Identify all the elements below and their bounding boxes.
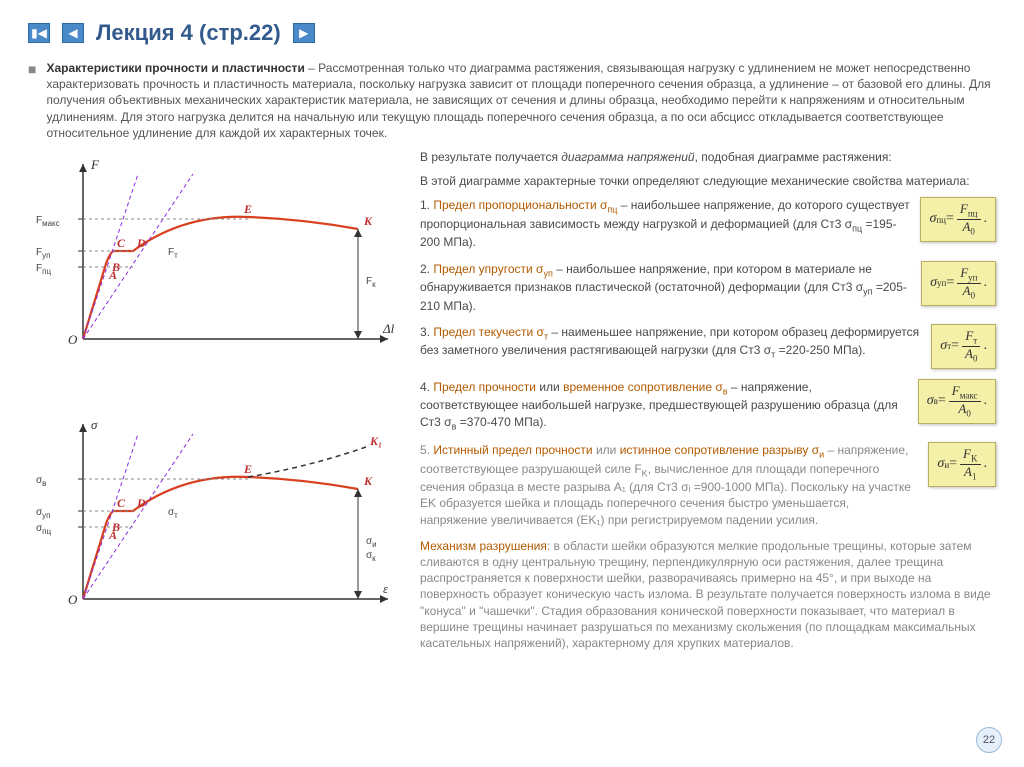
svg-text:σуп: σуп (36, 507, 51, 520)
svg-text:C: C (117, 236, 126, 250)
mechanism-block: Механизм разрушения: в области шейки обр… (420, 538, 996, 651)
svg-text:K: K (363, 474, 373, 488)
svg-text:E: E (243, 462, 252, 476)
svg-text:O: O (68, 592, 78, 607)
formula-box: σпц = FпцA0 . (920, 197, 996, 242)
intro-bold: Характеристики прочности и пластичности (46, 61, 304, 75)
nav-prev-icon[interactable]: ◀ (62, 23, 84, 43)
svg-text:K₁: K₁ (369, 434, 382, 448)
formula-box: σи = FKA1 . (928, 442, 996, 487)
subline: В этой диаграмме характерные точки опред… (420, 173, 996, 189)
stress-strain-diagram-sigma: σεOσвσупσпцσтσиσкK₁ABCDEK (28, 409, 408, 619)
svg-text:Δl: Δl (382, 321, 395, 336)
svg-text:E: E (243, 202, 252, 216)
svg-text:σи: σи (366, 536, 377, 549)
formula-box: σв = FмаксA0 . (918, 379, 996, 424)
svg-text:K: K (363, 214, 373, 228)
svg-text:D: D (136, 236, 146, 250)
svg-text:σт: σт (168, 507, 178, 520)
svg-text:F: F (90, 157, 100, 172)
svg-text:B: B (111, 260, 120, 274)
svg-text:σпц: σпц (36, 523, 52, 536)
result-line: В результате получается диаграмма напряж… (420, 149, 996, 165)
nav-first-icon[interactable]: ▮◀ (28, 23, 50, 43)
definition-row: 3. Предел текучести σт – наименьшее напр… (420, 324, 996, 369)
definition-row: 4. Предел прочности или временное сопрот… (420, 379, 996, 432)
svg-text:ε: ε (383, 581, 389, 596)
formula-box: σуп = FупA0 . (921, 261, 996, 306)
svg-text:D: D (136, 496, 146, 510)
svg-text:σк: σк (366, 550, 376, 563)
page-number-badge: 22 (976, 727, 1002, 753)
svg-text:Fпц: Fпц (36, 263, 51, 276)
definition-row: 5. Истинный предел прочности или истинно… (420, 442, 996, 528)
svg-text:σв: σв (36, 475, 46, 488)
svg-text:σ: σ (91, 417, 98, 432)
definition-row: 2. Предел упругости σуп – наибольшее нап… (420, 261, 996, 314)
slide-header: ▮◀ ◀ Лекция 4 (стр.22) ▶ (28, 20, 996, 46)
bullet-icon: ■ (28, 60, 36, 141)
stress-strain-diagram-force: FΔlOFмаксFупFпцFтFкABCDEK (28, 149, 408, 359)
svg-text:B: B (111, 520, 120, 534)
svg-text:O: O (68, 332, 78, 347)
intro-block: ■ Характеристики прочности и пластичност… (28, 60, 996, 141)
svg-text:Fк: Fк (366, 276, 376, 289)
svg-text:Fт: Fт (168, 247, 178, 260)
formula-box: σт = FтA0 . (931, 324, 996, 369)
svg-text:Fмакс: Fмакс (36, 215, 60, 228)
svg-text:Fуп: Fуп (36, 247, 50, 260)
page-title: Лекция 4 (стр.22) (96, 20, 281, 46)
definition-row: 1. Предел пропорциональности σпц – наибо… (420, 197, 996, 250)
svg-text:C: C (117, 496, 126, 510)
nav-next-icon[interactable]: ▶ (293, 23, 315, 43)
